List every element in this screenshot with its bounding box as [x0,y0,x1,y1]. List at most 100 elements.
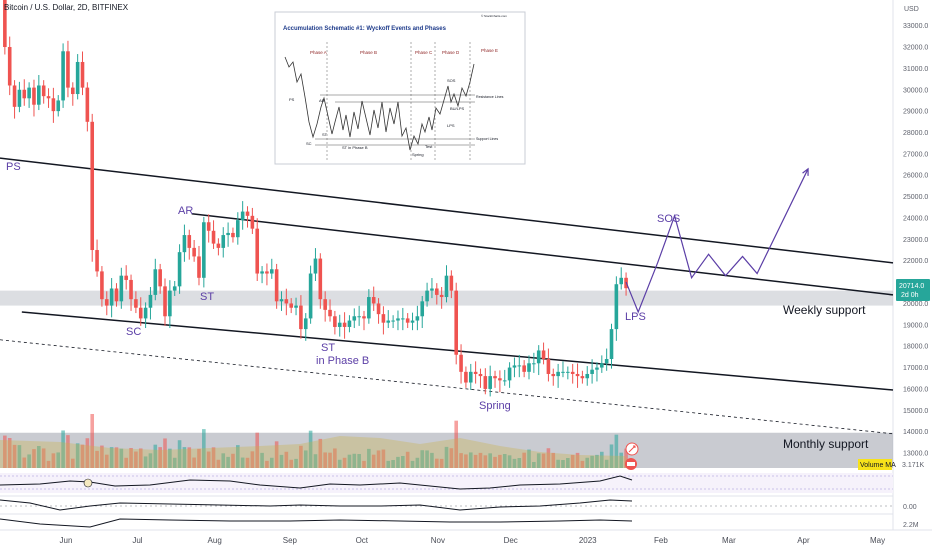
candle-body [313,258,318,274]
wyckoff-label: ST [321,342,335,354]
candle-body [371,297,376,304]
volume-bar [284,451,289,468]
candle-body [279,299,284,302]
candle-body [51,98,56,112]
candle-body [231,232,235,238]
candle-body [61,51,65,101]
volume-bar [109,447,114,468]
volume-bar [255,432,260,468]
candle-body [221,235,226,248]
volume-bar [502,454,507,468]
time-tick: Nov [431,536,445,545]
trendline-upper [0,157,894,264]
inset-st: ST [322,132,328,137]
volume-bar [367,448,371,468]
volume-bar [420,450,425,468]
inset-phase-c: Phase C [415,50,433,55]
flag-icon[interactable] [625,458,637,470]
volume-bar [405,451,410,468]
candle-body [561,371,565,373]
volume-bar [143,456,148,468]
time-tick: Sep [283,536,298,545]
volume-bar [347,454,352,468]
volume-ma-value: 3.171K [902,462,925,469]
candle-body [619,277,624,285]
volume-bar [269,457,274,468]
volume-bar [454,420,459,468]
candle-body [337,322,342,327]
candle-body [187,235,192,248]
volume-bar [570,454,575,468]
candle-body [488,376,492,389]
volume-bar [434,458,439,468]
volume-bar [274,441,279,468]
volume-bar [478,452,483,468]
volume-bar [299,445,303,468]
alert-icon[interactable] [625,442,639,456]
wyckoff-label: ST [200,291,214,303]
volume-bar [371,454,376,468]
candle-body [46,96,51,99]
candle-body [328,309,332,317]
volume-bar [536,453,541,468]
candle-body [265,271,269,274]
inset-phase-d: Phase D [442,50,460,55]
time-tick: 2023 [579,536,597,545]
volume-bar [624,448,628,468]
volume-bar [541,453,546,468]
volume-bar [245,457,250,468]
candle-body [590,369,594,374]
inset-ar: AR [319,98,325,103]
volume-bar [250,451,255,468]
volume-bar [507,455,512,468]
volume-bar [439,458,444,468]
volume-bar [240,457,245,468]
volume-bar [614,434,619,468]
candle-body [12,85,17,107]
volume-bar [12,444,17,468]
volume-bar [51,453,56,468]
price-tick: 31000.0 [903,66,928,73]
wyckoff-label: SC [126,326,141,338]
volume-bar [211,447,216,468]
candle-body [352,316,357,321]
volume-bar [328,452,332,468]
price-tick: 22000.0 [903,258,928,265]
candle-body [114,288,119,302]
volume-bar [17,445,22,468]
wyckoff-label: SOS [657,213,680,225]
volume-bar [66,435,70,468]
volume-bar [444,446,449,468]
volume-bar [138,448,143,468]
candle-body [153,269,158,295]
time-tick: Aug [208,536,222,545]
price-tick: 28000.0 [903,130,928,137]
candle-body [444,275,449,298]
volume-bar [342,457,347,468]
oscillator-pane-2: 0.00 [0,499,917,511]
volume-bar [206,451,211,468]
volume-bar [512,458,517,468]
candle-body [206,222,211,231]
price-tick: 17000.0 [903,365,928,372]
volume-bar [580,460,585,468]
candle-body [493,376,497,379]
price-tick: 15000.0 [903,408,928,415]
volume-bar [279,454,284,468]
candle-body [289,303,293,308]
candle-body [536,350,541,364]
price-tick: 18000.0 [903,344,928,351]
candle-body [347,320,352,327]
volume-bar [522,452,526,468]
candle-body [614,284,619,330]
candle-body [595,367,599,370]
time-tick: Dec [504,536,518,545]
price-tick: 23000.0 [903,237,928,244]
volume-bar [313,454,318,468]
volume-bar [37,446,41,468]
volume-bar [556,459,560,468]
candle-body [498,378,502,381]
candle-body [522,365,526,372]
